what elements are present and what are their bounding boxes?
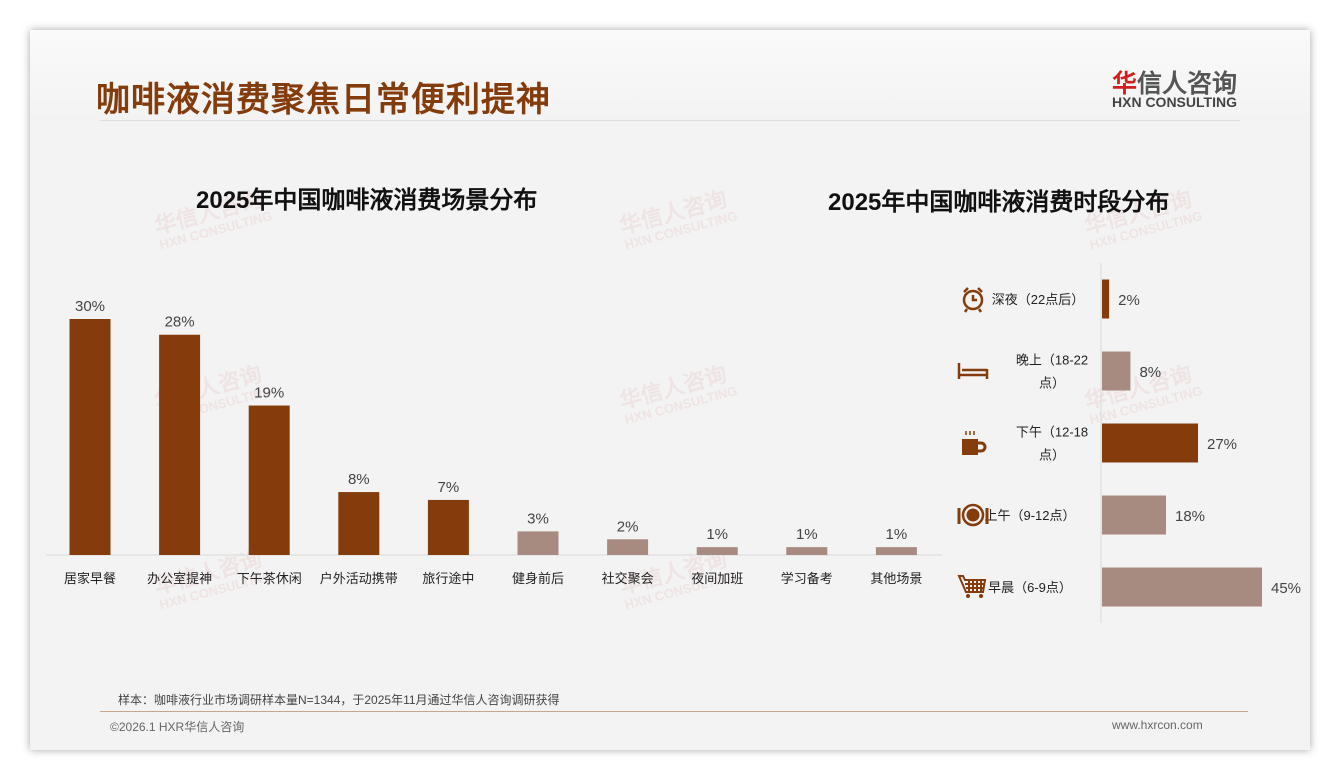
s: [957, 508, 989, 524]
data-label: 1%: [886, 526, 908, 543]
s: [957, 575, 987, 593]
tick-label: 旅行途中: [422, 571, 474, 586]
data-label: 7%: [438, 479, 460, 496]
alarm-clock-icon: [962, 287, 984, 313]
s: [978, 441, 987, 453]
page-title: 咖啡液消费聚焦日常便利提神: [96, 81, 551, 119]
data-label: 8%: [1139, 364, 1161, 381]
data-label: 18%: [1175, 508, 1205, 525]
logo-mark: 华: [1112, 70, 1138, 98]
slide: 咖啡液消费聚焦日常便利提神 华信人咨询 HXN CONSULTING 华信人咨询…: [30, 30, 1310, 750]
category-label: 晚上（18-22: [1016, 353, 1088, 368]
tick-label: 学习备考: [781, 571, 833, 586]
bar: [338, 492, 380, 555]
data-label: 19%: [254, 385, 284, 402]
bar: [786, 547, 828, 555]
data-label: 1%: [796, 526, 818, 543]
header-divider: [100, 120, 1240, 121]
tick-label: 居家早餐: [64, 571, 116, 586]
data-label: 27%: [1207, 436, 1237, 453]
footer-divider: [100, 711, 1248, 712]
bar: [248, 405, 290, 555]
bar: [1102, 423, 1198, 463]
data-label: 30%: [75, 298, 105, 315]
bar: [427, 499, 469, 555]
category-label: 深夜（22点后）: [992, 292, 1084, 307]
s: [979, 594, 983, 598]
category-label: 点）: [1039, 376, 1065, 391]
bar: [1102, 495, 1166, 535]
s: [962, 439, 978, 455]
shopping-cart-icon: [957, 575, 987, 598]
data-label: 1%: [706, 526, 728, 543]
sample-note: 样本：咖啡液行业市场调研样本量N=1344，于2025年11月通过华信人咨询调研…: [118, 693, 560, 707]
s: [957, 363, 989, 379]
category-label: 下午（12-18: [1016, 425, 1088, 440]
chart-title-periods: 2025年中国咖啡液消费时段分布: [828, 189, 1170, 216]
data-label: 45%: [1271, 580, 1301, 597]
bar: [517, 531, 559, 555]
bar: [69, 319, 111, 555]
data-label: 2%: [617, 518, 639, 535]
tick-label: 社交聚会: [602, 571, 654, 586]
bar: [1102, 279, 1110, 319]
s: [966, 594, 970, 598]
bar: [159, 334, 201, 555]
bed-icon: [957, 363, 989, 379]
bar: [875, 547, 917, 555]
s: [963, 287, 983, 313]
category-label: 早晨（6-9点）: [988, 580, 1072, 595]
coffee-mug-icon: [962, 431, 987, 455]
tick-label: 其他场景: [870, 571, 922, 586]
data-label: 2%: [1118, 292, 1140, 309]
website: www.hxrcon.com: [1112, 718, 1203, 732]
bar: [1102, 567, 1262, 607]
tick-label: 夜间加班: [691, 571, 743, 586]
data-label: 8%: [348, 471, 370, 488]
bar: [1102, 351, 1131, 391]
s: [962, 289, 984, 311]
logo: 华信人咨询: [1112, 64, 1237, 100]
category-label: 上午（9-12点）: [984, 508, 1075, 523]
data-label: 3%: [527, 510, 549, 527]
chart-title-scenes: 2025年中国咖啡液消费场景分布: [196, 187, 538, 214]
bar: [696, 547, 738, 555]
tick-label: 户外活动携带: [320, 571, 398, 586]
logo-subtitle: HXN CONSULTING: [1112, 94, 1237, 110]
header: [30, 30, 1310, 120]
logo-text: 信人咨询: [1137, 70, 1238, 98]
category-label: 点）: [1039, 448, 1065, 463]
bar: [607, 539, 649, 555]
s: [961, 503, 985, 527]
s: [966, 508, 980, 522]
data-label: 28%: [165, 314, 195, 331]
s: [965, 431, 975, 435]
tick-label: 健身前后: [512, 571, 564, 586]
tick-label: 办公室提神: [147, 571, 212, 586]
tick-label: 下午茶休闲: [237, 571, 302, 586]
plate-cutlery-icon: [957, 503, 989, 527]
copyright: ©2026.1 HXR华信人咨询: [110, 720, 245, 734]
